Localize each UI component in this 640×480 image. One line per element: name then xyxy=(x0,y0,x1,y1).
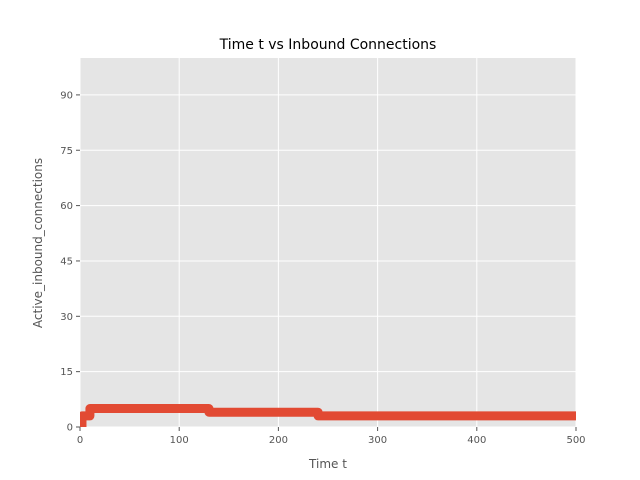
plot-area xyxy=(80,58,576,427)
y-tick-label: 15 xyxy=(60,367,73,378)
ticks: 0 100 200 300 400 500 0 15 30 45 60 75 90 xyxy=(60,90,585,446)
data-layer xyxy=(80,404,576,427)
y-tick-label: 90 xyxy=(60,90,73,101)
grid xyxy=(79,58,577,428)
x-tick-label: 200 xyxy=(269,435,288,446)
y-tick-label: 75 xyxy=(60,146,73,157)
x-axis-label: Time t xyxy=(308,457,347,471)
x-tick-label: 500 xyxy=(566,435,585,446)
x-tick-label: 300 xyxy=(368,435,387,446)
x-tick-label: 100 xyxy=(170,435,189,446)
y-axis-label: Active_inbound_connections xyxy=(31,158,45,328)
y-tick-label: 60 xyxy=(60,201,73,212)
y-tick-label: 0 xyxy=(67,423,73,434)
series-line xyxy=(80,404,576,427)
y-tick-label: 30 xyxy=(60,312,73,323)
x-tick-label: 400 xyxy=(467,435,486,446)
y-tick-label: 45 xyxy=(60,256,73,267)
chart-title: Time t vs Inbound Connections xyxy=(219,37,437,53)
x-tick-label: 0 xyxy=(77,435,83,446)
